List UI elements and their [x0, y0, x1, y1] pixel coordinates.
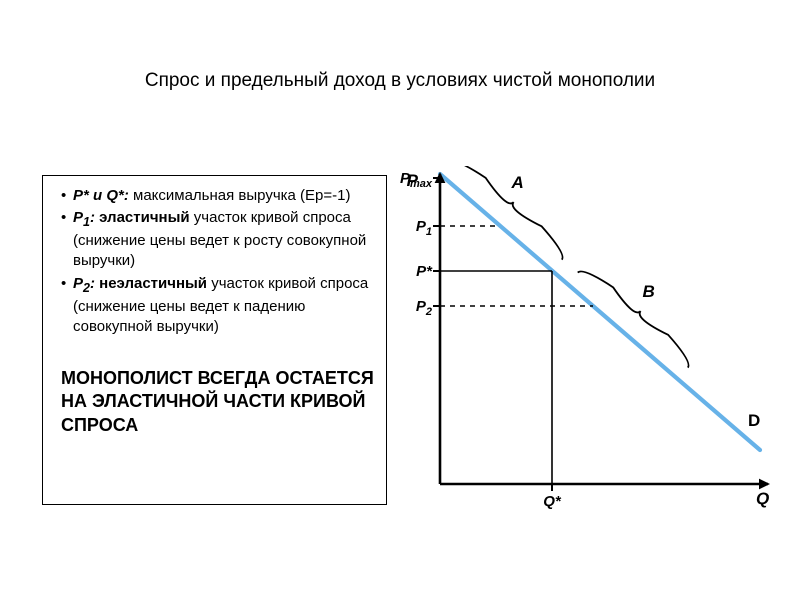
- conclusion-text: МОНОПОЛИСТ ВСЕГДА ОСТАЕТСЯ НА ЭЛАСТИЧНОЙ…: [61, 367, 376, 437]
- svg-text:P2: P2: [416, 298, 432, 318]
- list-item-prefix: P* и Q*:: [73, 187, 129, 204]
- svg-text:Q: Q: [756, 489, 769, 508]
- list-item-text: максимальная выручка (Ep=-1): [129, 187, 351, 204]
- svg-text:P1: P1: [416, 218, 432, 238]
- list-item: P2: неэластичный участок кривой спроса (…: [61, 274, 376, 337]
- explanation-box: P* и Q*: максимальная выручка (Ep=-1) P1…: [42, 175, 387, 505]
- bullet-list: P* и Q*: максимальная выручка (Ep=-1) P1…: [61, 186, 376, 337]
- svg-text:Q*: Q*: [543, 493, 562, 510]
- list-item-prefix: P: [73, 209, 83, 226]
- chart-svg: PQPmaxP1P*P2Q*DAB: [398, 166, 778, 526]
- list-item-bold: эластичный: [95, 209, 190, 226]
- svg-text:P*: P*: [416, 263, 433, 280]
- list-item: P* и Q*: максимальная выручка (Ep=-1): [61, 186, 376, 206]
- list-item-prefix: P: [73, 275, 83, 292]
- svg-text:D: D: [748, 411, 760, 430]
- list-item-sub: 2: [83, 281, 90, 295]
- svg-text:B: B: [643, 282, 655, 301]
- list-item-bold: неэластичный: [95, 275, 207, 292]
- svg-text:A: A: [511, 173, 524, 192]
- demand-chart: PQPmaxP1P*P2Q*DAB: [398, 166, 778, 526]
- list-item: P1: эластичный участок кривой спроса (сн…: [61, 208, 376, 271]
- page-title: Спрос и предельный доход в условиях чист…: [0, 70, 800, 92]
- list-item-sub: 1: [83, 215, 90, 229]
